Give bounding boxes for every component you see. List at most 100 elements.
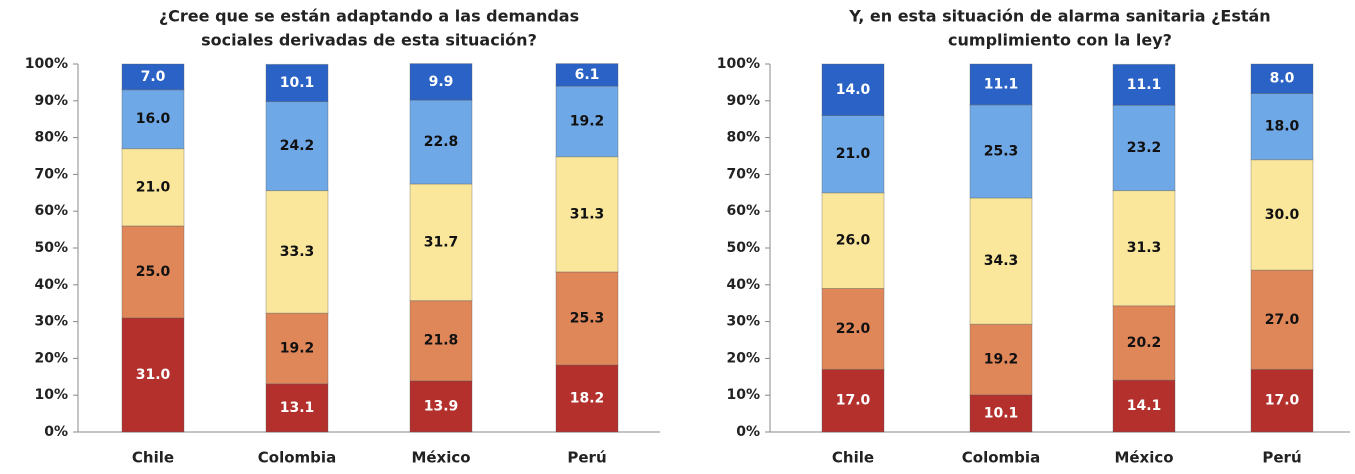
y-tick-label: 30% <box>34 314 68 330</box>
bar-segment <box>821 63 885 117</box>
y-tick-label: 90% <box>726 93 760 109</box>
bar-segment <box>265 190 329 314</box>
y-tick-label: 50% <box>34 240 68 256</box>
data-label: 7.0 <box>141 69 166 85</box>
x-tick-label: Chile <box>832 449 874 467</box>
data-label: 19.2 <box>984 352 1019 368</box>
data-label: 30.0 <box>1265 207 1300 223</box>
data-label: 21.0 <box>136 179 171 195</box>
data-label: 6.1 <box>575 67 600 83</box>
data-label: 17.0 <box>1265 393 1300 409</box>
bar-segment <box>265 312 329 385</box>
bar-segment <box>409 300 473 382</box>
data-label: 16.0 <box>136 111 171 127</box>
y-tick-label: 70% <box>726 166 760 182</box>
data-label: 10.1 <box>280 75 315 91</box>
y-tick-label: 100% <box>717 56 760 72</box>
x-tick-label: Perú <box>1262 449 1301 467</box>
bar-segment <box>1250 63 1314 94</box>
data-label: 31.3 <box>570 206 605 222</box>
bar-segment <box>121 63 185 91</box>
data-label: 31.7 <box>424 234 459 250</box>
bar-segment <box>121 317 185 433</box>
x-tick-label: México <box>1114 449 1173 467</box>
data-label: 19.2 <box>570 113 605 129</box>
bar-segment <box>1250 92 1314 161</box>
data-label: 22.8 <box>424 134 459 150</box>
x-tick-label: Colombia <box>258 449 336 467</box>
bar-segment <box>555 156 619 273</box>
data-label: 22.0 <box>836 321 871 337</box>
bar-segment <box>1112 104 1176 192</box>
bar-segment <box>969 63 1033 106</box>
bar-segment <box>265 63 329 103</box>
data-label: 25.3 <box>984 143 1019 159</box>
chart-title: Y, en esta situación de alarma sanitaria… <box>848 7 1270 26</box>
data-label: 17.0 <box>836 393 871 409</box>
data-label: 31.3 <box>1127 240 1162 256</box>
bar-segment <box>265 383 329 433</box>
data-label: 9.9 <box>429 74 454 90</box>
data-label: 18.0 <box>1265 119 1300 135</box>
bar-segment <box>1112 305 1176 381</box>
data-label: 33.3 <box>280 244 315 260</box>
y-tick-label: 20% <box>34 350 68 366</box>
bar-segment <box>969 323 1033 396</box>
bar-segment <box>121 148 185 227</box>
y-tick-label: 60% <box>34 203 68 219</box>
data-label: 14.1 <box>1127 398 1162 414</box>
chart-title: cumplimiento con la ley? <box>948 31 1172 50</box>
data-label: 34.3 <box>984 253 1019 269</box>
y-tick-label: 40% <box>34 277 68 293</box>
data-label: 8.0 <box>1270 71 1295 87</box>
data-label: 23.2 <box>1127 140 1162 156</box>
data-label: 27.0 <box>1265 312 1300 328</box>
y-tick-label: 10% <box>726 387 760 403</box>
x-tick-label: Perú <box>567 449 606 467</box>
data-label: 25.0 <box>136 264 171 280</box>
y-tick-label: 90% <box>34 93 68 109</box>
bar-segment <box>1250 159 1314 271</box>
bar-segment <box>969 394 1033 433</box>
y-tick-label: 10% <box>34 387 68 403</box>
bar-segment <box>409 183 473 302</box>
x-tick-label: Colombia <box>962 449 1040 467</box>
y-tick-label: 100% <box>25 56 68 72</box>
data-label: 21.8 <box>424 333 459 349</box>
data-label: 24.2 <box>280 138 315 154</box>
y-tick-label: 70% <box>34 166 68 182</box>
data-label: 11.1 <box>984 76 1019 92</box>
chart-title: ¿Cree que se están adaptando a las deman… <box>159 7 579 26</box>
data-label: 20.2 <box>1127 335 1162 351</box>
y-tick-label: 80% <box>726 130 760 146</box>
data-label: 18.2 <box>570 391 605 407</box>
bar-segment <box>409 63 473 101</box>
y-tick-label: 30% <box>726 314 760 330</box>
y-tick-label: 40% <box>726 277 760 293</box>
data-label: 25.3 <box>570 310 605 326</box>
bar-segment <box>555 271 619 366</box>
data-label: 19.2 <box>280 340 315 356</box>
bar-segment <box>821 368 885 433</box>
data-label: 21.0 <box>836 146 871 162</box>
y-tick-label: 0% <box>736 424 760 440</box>
bar-segment <box>1112 63 1176 106</box>
bar-segment <box>121 89 185 150</box>
data-label: 26.0 <box>836 233 871 249</box>
chart-title: sociales derivadas de esta situación? <box>201 31 537 50</box>
bar-segment <box>121 225 185 319</box>
data-label: 31.0 <box>136 367 171 383</box>
y-tick-label: 60% <box>726 203 760 219</box>
y-tick-label: 80% <box>34 130 68 146</box>
bar-segment <box>1250 269 1314 370</box>
bar-segment <box>1112 190 1176 307</box>
y-tick-label: 0% <box>44 424 68 440</box>
data-label: 11.1 <box>1127 77 1162 93</box>
x-tick-label: Chile <box>132 449 174 467</box>
data-label: 13.1 <box>280 400 315 416</box>
y-tick-label: 20% <box>726 350 760 366</box>
data-label: 10.1 <box>984 405 1019 421</box>
bar-segment <box>969 104 1033 199</box>
bar-segment <box>555 63 619 87</box>
